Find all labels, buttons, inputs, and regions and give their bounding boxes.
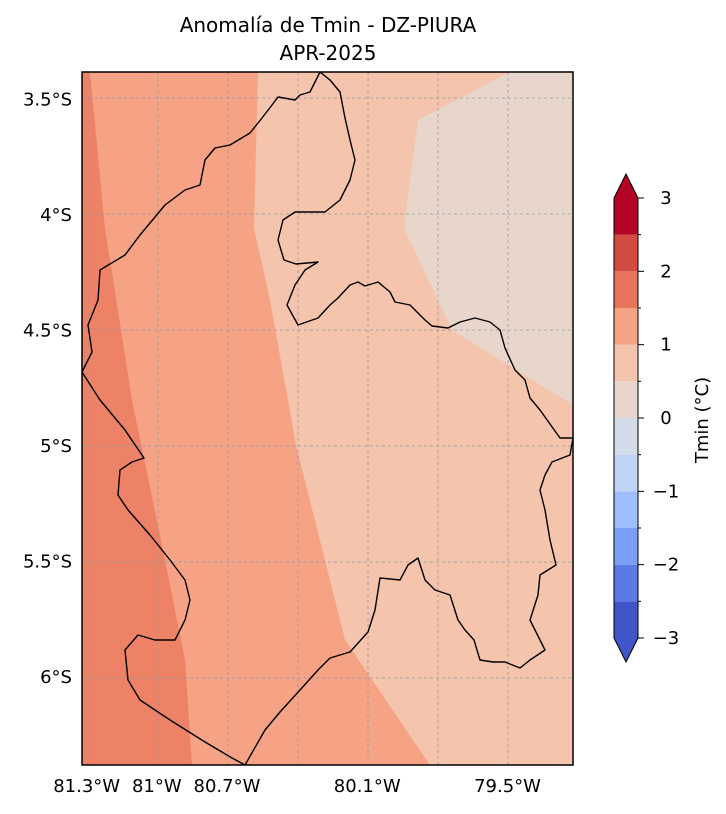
colorbar-band [614,198,638,235]
gridlines [82,72,573,765]
lat-tick-label: 3.5°S [23,90,72,111]
lat-tick-label: 4.5°S [23,321,72,342]
lat-tick-label: 5.5°S [23,552,72,573]
colorbar-tick-label: 2 [660,261,671,282]
map-frame [81,71,574,766]
colorbar-band [614,308,638,345]
lon-tick-labels: 81.3°W 81°W 80.7°W 80.1°W 79.5°W [53,776,541,797]
lat-tick-label: 4°S [40,205,72,226]
anomaly-zone-1.5-2 [82,72,192,765]
lon-tick-label: 81°W [132,776,182,797]
colorbar-under-arrow [614,638,638,662]
colorbar-band [614,601,638,638]
colorbar-band [614,381,638,418]
colorbar-band [614,491,638,528]
piura-boundary [82,72,573,765]
colorbar-tick-label: 0 [660,408,671,429]
colorbar-band [614,344,638,382]
colorbar-over-arrow [614,174,638,198]
colorbar-tick-label: −1 [653,481,680,502]
lat-tick-labels: 3.5°S 4°S 4.5°S 5°S 5.5°S 6°S [23,90,72,688]
colorbar-tick-label: 3 [660,188,671,209]
colorbar-band [614,271,638,308]
lon-tick-label: 80.7°W [194,776,261,797]
colorbar-tick-label: 1 [660,335,671,356]
colorbar-tick-label: −3 [653,628,680,649]
lon-tick-label: 80.1°W [334,776,401,797]
colorbar: −3 −2 −1 0 1 2 3 [613,172,680,664]
map-area [82,72,573,765]
lon-tick-label: 79.5°W [474,776,541,797]
colorbar-band [614,564,638,602]
lat-tick-label: 6°S [40,667,72,688]
colorbar-band [614,454,638,492]
map-title: Anomalía de Tmin - DZ-PIURA [180,13,477,37]
colorbar-band [614,234,638,272]
lon-tick-label: 81.3°W [53,776,120,797]
colorbar-label: Tmin (°C) [692,377,713,464]
colorbar-band [614,418,638,455]
map-subtitle: APR-2025 [280,41,377,65]
colorbar-tick-label: −2 [653,555,680,576]
lat-tick-label: 5°S [40,436,72,457]
colorbar-band [614,528,638,565]
